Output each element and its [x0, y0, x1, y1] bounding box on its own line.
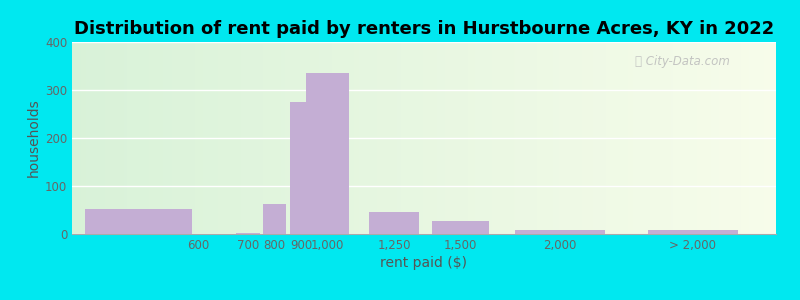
Bar	[290, 102, 313, 234]
Bar	[263, 204, 286, 234]
Bar	[648, 230, 738, 234]
Bar	[515, 230, 605, 234]
Text: ⓘ City-Data.com: ⓘ City-Data.com	[635, 56, 730, 68]
Bar	[306, 73, 350, 234]
Bar	[236, 232, 260, 234]
X-axis label: rent paid ($): rent paid ($)	[381, 256, 467, 270]
Y-axis label: households: households	[26, 99, 41, 177]
Title: Distribution of rent paid by renters in Hurstbourne Acres, KY in 2022: Distribution of rent paid by renters in …	[74, 20, 774, 38]
Bar	[86, 209, 191, 234]
Bar	[432, 220, 489, 234]
Bar	[370, 212, 419, 234]
